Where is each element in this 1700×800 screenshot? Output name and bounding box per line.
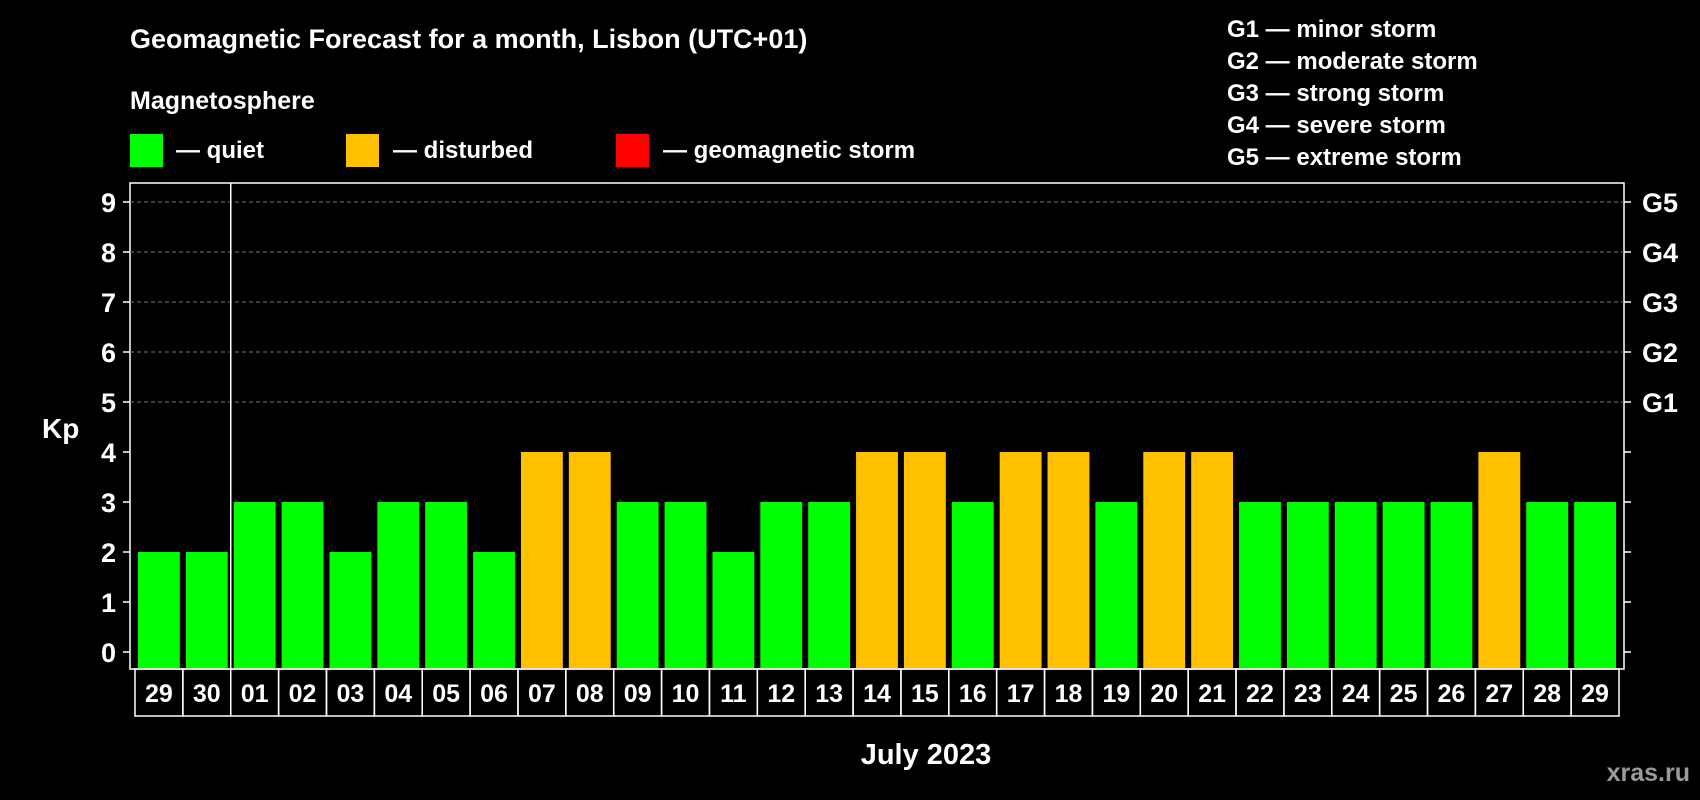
x-tick-label: 18 xyxy=(1055,680,1083,708)
y-axis-label: Kp xyxy=(42,413,79,444)
legend-label-quiet: — quiet xyxy=(176,137,264,164)
legend: — quiet — disturbed — geomagnetic storm xyxy=(130,134,915,167)
bar xyxy=(329,552,372,668)
bar xyxy=(1478,452,1521,668)
x-tick-label: 01 xyxy=(241,680,269,708)
x-tick-label: 30 xyxy=(193,680,221,708)
date-cell xyxy=(1570,668,1620,717)
bar xyxy=(568,452,611,668)
x-tick-label: 14 xyxy=(863,680,891,708)
storm-scale-g4: G4 — severe storm xyxy=(1227,112,1446,139)
bar xyxy=(1191,452,1234,668)
watermark: xras.ru xyxy=(1607,759,1690,787)
bar xyxy=(999,452,1042,668)
x-tick-label: 26 xyxy=(1438,680,1466,708)
x-tick-label: 13 xyxy=(815,680,843,708)
x-tick-label: 20 xyxy=(1150,680,1178,708)
y-tick-label: 6 xyxy=(101,338,116,368)
bar xyxy=(1095,502,1138,668)
right-g-label: G4 xyxy=(1642,238,1678,268)
bar xyxy=(138,552,180,668)
legend-label-disturbed: — disturbed xyxy=(393,137,533,164)
y-tick-label: 1 xyxy=(101,588,116,618)
x-tick-label: 05 xyxy=(432,680,460,708)
bar xyxy=(808,502,851,668)
x-tick-label: 04 xyxy=(384,680,412,708)
x-tick-label: 17 xyxy=(1007,680,1035,708)
storm-scale-g5: G5 — extreme storm xyxy=(1227,144,1462,171)
legend-swatch-storm xyxy=(616,134,649,167)
bar xyxy=(281,502,324,668)
bar xyxy=(425,502,468,668)
y-tick-label: 4 xyxy=(101,438,116,468)
x-tick-label: 07 xyxy=(528,680,556,708)
bar xyxy=(1334,502,1377,668)
x-tick-label: 29 xyxy=(1581,680,1609,708)
legend-swatch-quiet xyxy=(130,134,163,167)
bar xyxy=(1574,502,1616,668)
x-tick-label: 22 xyxy=(1246,680,1274,708)
storm-scale-g1: G1 — minor storm xyxy=(1227,16,1436,43)
bar xyxy=(1382,502,1425,668)
bar xyxy=(520,452,563,668)
bar xyxy=(1286,502,1329,668)
x-tick-label: 09 xyxy=(624,680,652,708)
bar xyxy=(664,502,707,668)
right-g-label: G2 xyxy=(1642,338,1678,368)
x-tick-label: 02 xyxy=(289,680,317,708)
bar xyxy=(1526,502,1569,668)
x-tick-label: 03 xyxy=(337,680,365,708)
x-tick-label: 08 xyxy=(576,680,604,708)
y-tick-label: 3 xyxy=(101,488,116,518)
legend-label-storm: — geomagnetic storm xyxy=(663,137,915,164)
bar xyxy=(903,452,946,668)
chart-title: Geomagnetic Forecast for a month, Lisbon… xyxy=(130,24,807,54)
x-tick-label: 10 xyxy=(672,680,700,708)
bar xyxy=(473,552,515,668)
storm-scale: G1 — minor storm G2 — moderate storm G3 … xyxy=(1227,16,1478,171)
bar xyxy=(951,502,994,668)
right-g-label: G3 xyxy=(1642,288,1678,318)
y-tick-label: 8 xyxy=(101,238,116,268)
x-tick-label: 11 xyxy=(720,680,747,708)
x-tick-label: 27 xyxy=(1485,680,1513,708)
bar xyxy=(185,552,228,668)
x-axis-label: July 2023 xyxy=(861,739,992,771)
x-tick-label: 19 xyxy=(1102,680,1130,708)
x-tick-label: 23 xyxy=(1294,680,1322,708)
bar xyxy=(1143,452,1186,668)
x-tick-label: 25 xyxy=(1390,680,1418,708)
x-tick-label: 15 xyxy=(911,680,939,708)
bar xyxy=(856,452,898,668)
x-tick-label: 12 xyxy=(767,680,795,708)
legend-swatch-disturbed xyxy=(346,134,379,167)
x-tick-label: 21 xyxy=(1198,680,1226,708)
x-tick-label: 28 xyxy=(1533,680,1561,708)
y-tick-label: 5 xyxy=(101,388,116,418)
bar xyxy=(377,502,420,668)
y-tick-label: 2 xyxy=(101,538,116,568)
x-tick-label: 24 xyxy=(1342,680,1370,708)
right-g-label: G5 xyxy=(1642,188,1678,218)
bar xyxy=(1239,502,1281,668)
x-tick-label: 29 xyxy=(145,680,173,708)
bar xyxy=(712,552,755,668)
storm-scale-g2: G2 — moderate storm xyxy=(1227,48,1478,75)
y-tick-label: 7 xyxy=(101,288,116,318)
bar xyxy=(1430,502,1473,668)
bar xyxy=(233,502,276,668)
bar xyxy=(616,502,659,668)
y-tick-label: 9 xyxy=(101,188,116,218)
x-tick-label: 16 xyxy=(959,680,987,708)
x-tick-label: 06 xyxy=(480,680,508,708)
right-g-label: G1 xyxy=(1642,388,1678,418)
legend-title: Magnetosphere xyxy=(130,87,315,115)
storm-scale-g3: G3 — strong storm xyxy=(1227,80,1444,107)
y-tick-label: 0 xyxy=(101,638,116,668)
bar xyxy=(1047,452,1090,668)
bar xyxy=(760,502,803,668)
